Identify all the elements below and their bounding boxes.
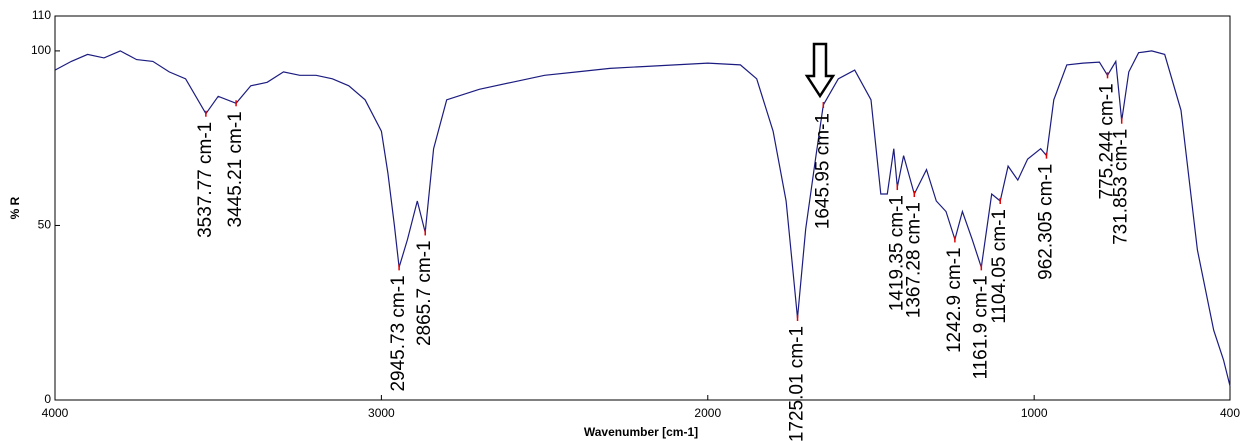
x-tick-label: 1000 bbox=[1021, 406, 1048, 420]
peak-label: 1104.05 cm-1 bbox=[989, 209, 1010, 324]
peak-label: 1645.95 cm-1 bbox=[812, 113, 833, 229]
y-tick-label: 0 bbox=[44, 392, 51, 406]
y-tick-label: 100 bbox=[31, 43, 51, 57]
y-tick-label: 110 bbox=[32, 8, 51, 22]
peak-label: 1367.28 cm-1 bbox=[903, 202, 924, 318]
x-tick-label: 400 bbox=[1220, 406, 1240, 420]
peak-label: 1725.01 cm-1 bbox=[787, 326, 808, 441]
plot-frame bbox=[54, 15, 1231, 401]
peak-label: 962.305 cm-1 bbox=[1035, 164, 1056, 280]
peak-label: 1242.9 cm-1 bbox=[944, 247, 965, 353]
peak-label: 775.244 cm-1 bbox=[1097, 83, 1118, 199]
peak-label: 731.853 cm-1 bbox=[1111, 129, 1132, 245]
peak-label: 3537.77 cm-1 bbox=[195, 122, 216, 238]
peak-label: 3445.21 cm-1 bbox=[225, 111, 246, 227]
peak-label: 2865.7 cm-1 bbox=[414, 240, 435, 346]
peak-label: 2945.73 cm-1 bbox=[388, 275, 409, 391]
peak-label: 1161.9 cm-1 bbox=[970, 275, 991, 379]
y-axis-label: % R bbox=[8, 196, 22, 219]
arrow bbox=[804, 42, 836, 99]
x-tick-label: 4000 bbox=[42, 406, 69, 420]
y-tick-label: 50 bbox=[38, 218, 52, 232]
x-tick-label: 2000 bbox=[694, 406, 721, 420]
x-axis-label: Wavenumber [cm-1] bbox=[584, 425, 698, 439]
peak-label: 1419.35 cm-1 bbox=[886, 195, 907, 311]
x-tick-label: 3000 bbox=[368, 406, 395, 420]
